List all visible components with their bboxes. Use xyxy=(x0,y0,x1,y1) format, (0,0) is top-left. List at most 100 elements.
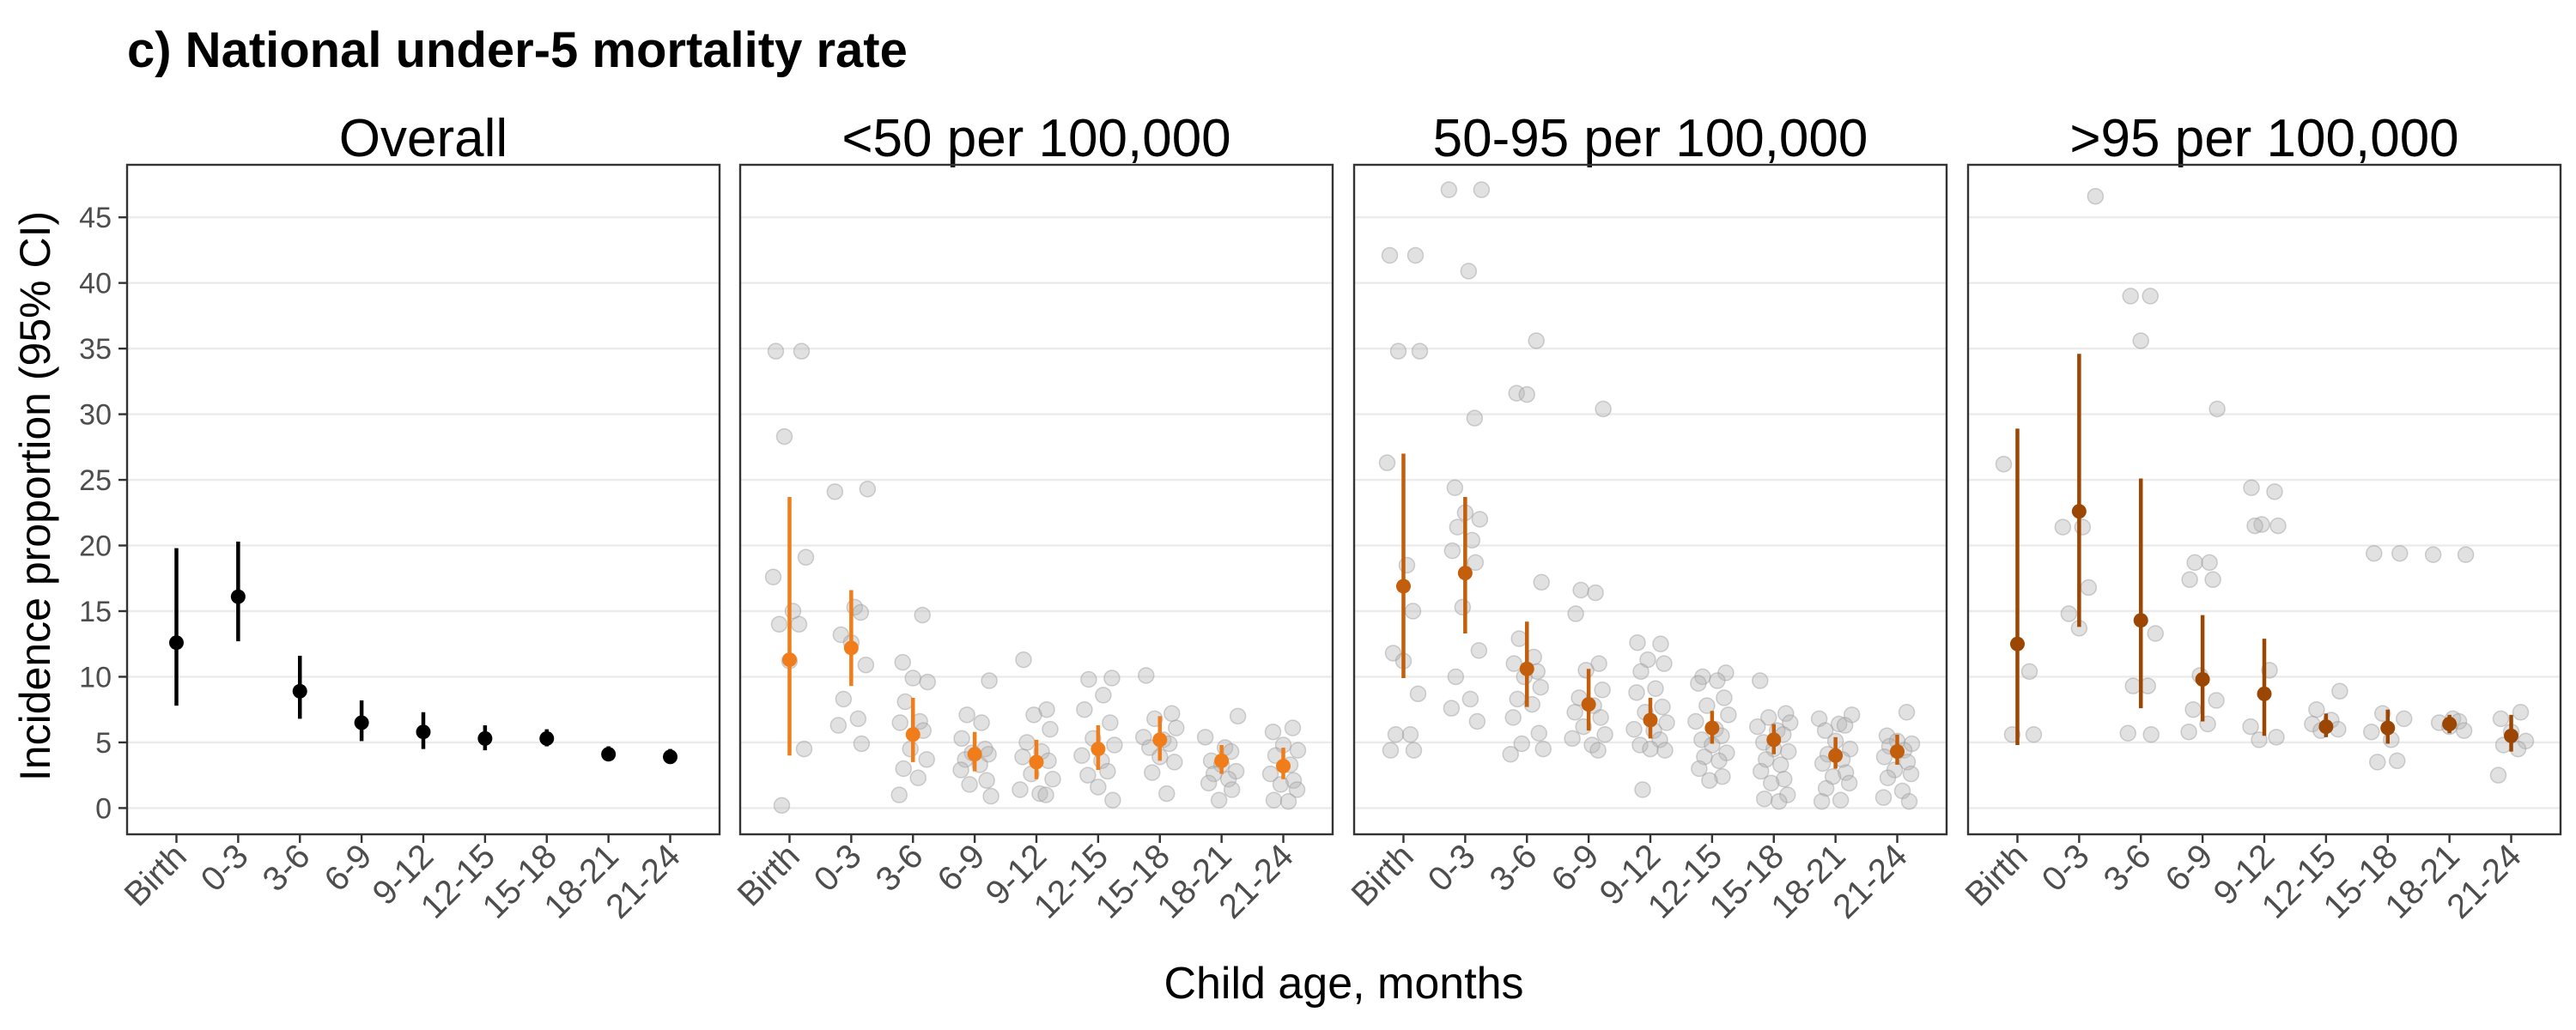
data-point xyxy=(2054,518,2072,536)
data-point xyxy=(1200,774,1218,792)
data-point xyxy=(1772,756,1789,773)
data-point xyxy=(2396,710,2413,728)
data-point xyxy=(2512,704,2530,721)
estimate-point xyxy=(1091,742,1106,757)
data-point xyxy=(1389,342,1407,360)
data-point xyxy=(1596,726,1613,743)
data-point xyxy=(1073,747,1091,764)
data-point xyxy=(2253,516,2270,533)
data-point xyxy=(1647,680,1664,697)
data-point xyxy=(1387,726,1405,743)
data-point xyxy=(1229,707,1247,725)
figure-title: c) National under-5 mortality rate xyxy=(127,22,908,78)
data-point xyxy=(1103,670,1121,687)
estimate-point xyxy=(781,652,797,668)
data-point xyxy=(1594,682,1611,699)
data-point xyxy=(1460,263,1478,280)
data-point xyxy=(952,761,969,779)
panel-title: 50-95 per 100,000 xyxy=(1433,109,1868,168)
panel-title: Overall xyxy=(339,109,507,168)
data-point xyxy=(2142,288,2159,305)
estimate-point xyxy=(477,730,493,746)
data-point xyxy=(2087,187,2105,205)
data-point xyxy=(1718,744,1735,761)
x-tick-label: 0-3 xyxy=(807,837,869,899)
data-point xyxy=(902,740,919,758)
data-point xyxy=(826,483,844,500)
data-point xyxy=(1210,791,1228,809)
data-point xyxy=(767,342,785,360)
data-point xyxy=(2142,726,2160,743)
estimate-point xyxy=(292,683,307,699)
data-point xyxy=(1080,670,1097,688)
data-point xyxy=(1572,581,1589,599)
data-point xyxy=(1106,736,1123,754)
data-point xyxy=(958,706,975,724)
data-point xyxy=(1079,766,1097,784)
data-point xyxy=(1886,761,1904,779)
data-point xyxy=(1449,518,1467,536)
data-point xyxy=(1461,690,1479,708)
data-point xyxy=(1404,603,1422,620)
data-point xyxy=(1504,709,1522,726)
data-point xyxy=(1590,655,1607,672)
data-point xyxy=(1272,776,1290,793)
data-point xyxy=(1577,662,1595,679)
x-tick-label: 0-3 xyxy=(1421,837,1483,899)
data-point xyxy=(1564,730,1581,748)
data-point xyxy=(1467,554,1485,572)
data-point xyxy=(1701,772,1718,790)
data-point xyxy=(1144,764,1161,781)
data-point xyxy=(1595,400,1612,418)
data-point xyxy=(1196,729,1214,746)
y-tick-label: 25 xyxy=(79,464,112,497)
data-point xyxy=(1518,385,1535,403)
estimate-point xyxy=(230,589,246,604)
data-point xyxy=(1817,779,1835,797)
estimate-point xyxy=(168,635,184,651)
x-tick-label: 0-3 xyxy=(2035,837,2097,899)
data-point xyxy=(2119,724,2136,742)
data-point xyxy=(2184,700,2202,718)
data-point xyxy=(1406,246,1425,264)
estimate-point xyxy=(1029,754,1044,770)
data-point xyxy=(1814,754,1832,772)
data-point xyxy=(1014,748,1031,766)
data-point xyxy=(1879,769,1897,786)
data-point xyxy=(1898,704,1916,721)
estimate-point xyxy=(539,730,555,746)
data-point xyxy=(1720,706,1737,724)
data-point xyxy=(1289,742,1307,759)
data-point xyxy=(1446,479,1464,496)
y-tick-label: 15 xyxy=(79,596,112,628)
data-point xyxy=(890,786,908,803)
data-point xyxy=(1899,754,1917,771)
data-point xyxy=(835,690,853,708)
estimate-point xyxy=(905,727,920,742)
data-point xyxy=(1264,723,1282,741)
estimate-point xyxy=(2009,636,2025,651)
data-point xyxy=(1454,598,1472,616)
data-point xyxy=(1756,790,1773,808)
data-point xyxy=(1631,736,1649,754)
estimate-point xyxy=(416,724,431,740)
data-point xyxy=(2268,729,2285,746)
data-point xyxy=(1168,719,1185,736)
data-point xyxy=(2517,732,2535,750)
data-point xyxy=(1285,772,1303,790)
data-point xyxy=(797,548,815,566)
estimate-point xyxy=(2195,672,2210,688)
x-tick-label: Birth xyxy=(1345,837,1421,913)
estimate-point xyxy=(1519,661,1534,676)
data-point xyxy=(1625,720,1643,738)
data-point xyxy=(953,730,970,748)
data-point xyxy=(1832,791,1850,809)
data-point xyxy=(961,776,978,793)
estimate-point xyxy=(2133,613,2148,628)
data-point xyxy=(1642,740,1659,758)
data-point xyxy=(1532,678,1549,696)
data-point xyxy=(2208,400,2226,418)
data-point xyxy=(2266,483,2283,500)
data-point xyxy=(1025,706,1042,724)
